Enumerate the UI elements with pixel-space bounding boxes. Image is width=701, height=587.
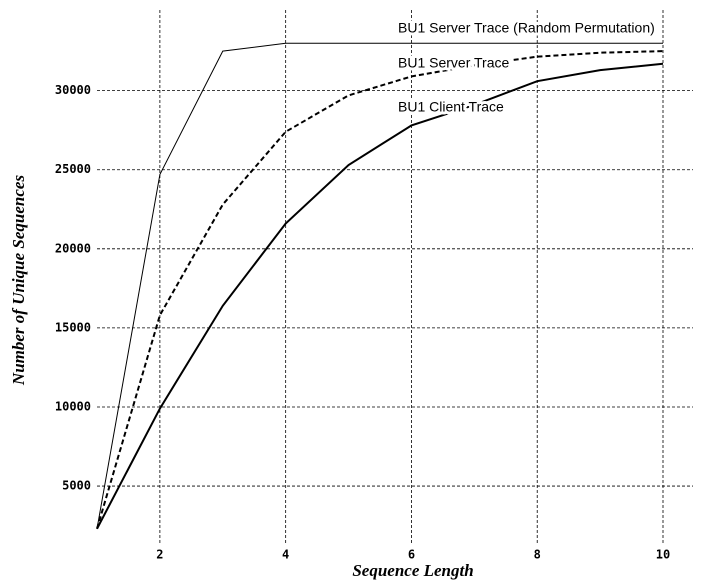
x-axis-title: Sequence Length: [352, 561, 473, 580]
series-label: BU1 Server Trace (Random Permutation): [398, 20, 655, 36]
series-line: [96, 42, 663, 529]
y-tick-label: 5000: [62, 479, 91, 493]
series-line: [96, 50, 664, 530]
series-line: [96, 62, 664, 530]
x-tick-label: 4: [282, 548, 289, 562]
y-axis-title: Number of Unique Sequences: [9, 175, 28, 387]
y-tick-label: 15000: [55, 320, 91, 334]
x-tick-label: 10: [656, 548, 670, 562]
y-tick-label: 30000: [55, 83, 91, 97]
x-tick-label: 8: [534, 548, 541, 562]
series-label: BU1 Client Trace: [398, 99, 504, 115]
series-label: BU1 Server Trace: [398, 55, 509, 71]
y-tick-label: 20000: [55, 241, 91, 255]
y-tick-label: 10000: [55, 399, 91, 413]
x-tick-label: 6: [408, 548, 415, 562]
y-tick-label: 25000: [55, 162, 91, 176]
x-tick-label: 2: [156, 548, 163, 562]
